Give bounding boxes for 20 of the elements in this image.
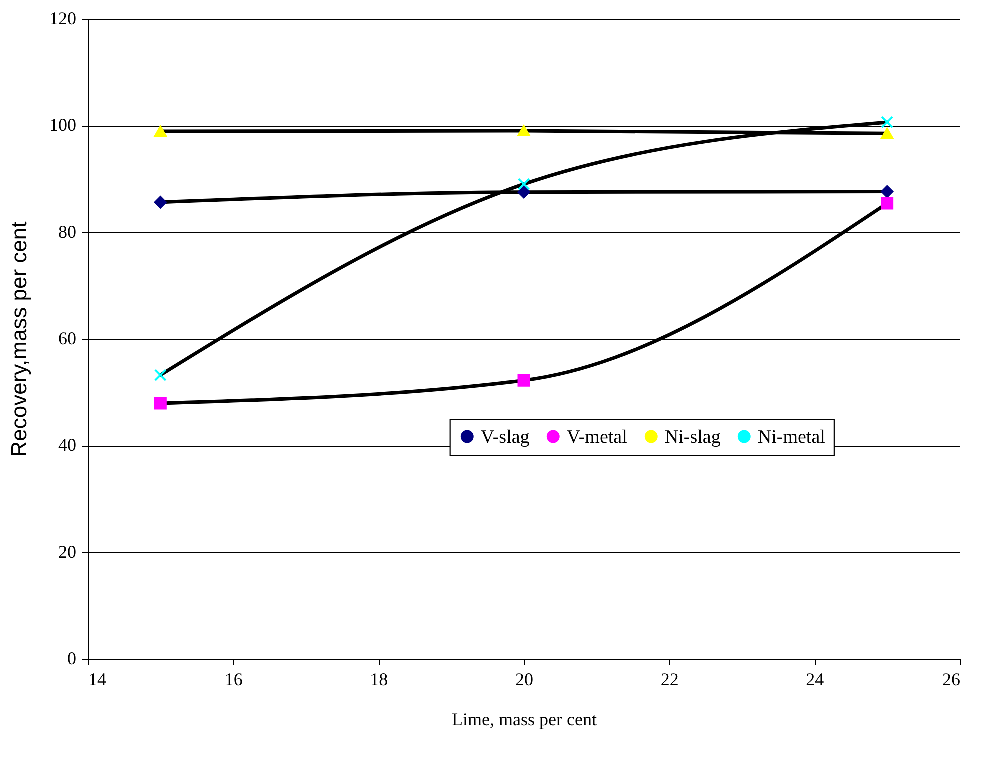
y-tick-label: 20 — [58, 542, 76, 562]
legend-label: V-metal — [566, 426, 628, 448]
y-tick-label: 60 — [58, 328, 76, 348]
y-tick-label: 40 — [58, 435, 76, 456]
x-tick-label: 22 — [660, 670, 679, 690]
legend-label: V-slag — [480, 426, 530, 448]
x-tick-label: 16 — [224, 670, 243, 690]
legend-label: Ni-metal — [758, 426, 826, 448]
x-tick-label: 20 — [516, 670, 534, 690]
y-tick-label: 120 — [50, 8, 76, 28]
x-tick-label: 14 — [88, 670, 106, 690]
y-tick-label: 0 — [68, 648, 76, 668]
legend-label: Ni-slag — [664, 426, 722, 448]
x-tick-label: 26 — [942, 670, 960, 690]
x-tick-label: 24 — [806, 670, 824, 690]
x-tick-label: 18 — [370, 670, 388, 690]
x-axis-title: Lime, mass per cent — [452, 710, 597, 730]
y-tick-label: 100 — [50, 115, 76, 136]
y-tick-label: 80 — [58, 222, 76, 242]
y-axis-title: Recovery,mass per cent — [6, 222, 32, 458]
